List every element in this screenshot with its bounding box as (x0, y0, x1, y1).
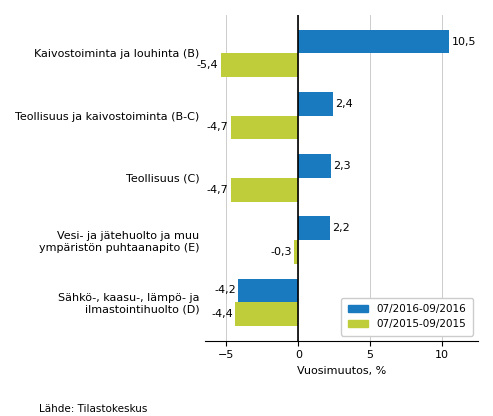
Text: Lähde: Tilastokeskus: Lähde: Tilastokeskus (39, 404, 148, 414)
Text: -4,2: -4,2 (214, 285, 236, 295)
Bar (298, 154, 331, 178)
X-axis label: Vuosimuutos, %: Vuosimuutos, % (297, 366, 386, 376)
Bar (298, 216, 330, 240)
Text: 2,4: 2,4 (335, 99, 352, 109)
Legend: 07/2016-09/2016, 07/2015-09/2015: 07/2016-09/2016, 07/2015-09/2015 (341, 298, 473, 336)
Text: -4,7: -4,7 (207, 122, 229, 132)
Bar (294, 240, 298, 264)
Bar (238, 279, 298, 302)
Text: 2,3: 2,3 (333, 161, 351, 171)
Bar (298, 92, 333, 116)
Text: 10,5: 10,5 (452, 37, 476, 47)
Bar (231, 178, 298, 201)
Bar (231, 116, 298, 139)
Bar (221, 53, 298, 77)
Text: -4,4: -4,4 (211, 309, 233, 319)
Bar (298, 30, 449, 53)
Text: -5,4: -5,4 (197, 60, 218, 70)
Bar (235, 302, 298, 326)
Text: 2,2: 2,2 (332, 223, 350, 233)
Text: -4,7: -4,7 (207, 185, 229, 195)
Text: -0,3: -0,3 (270, 247, 292, 257)
